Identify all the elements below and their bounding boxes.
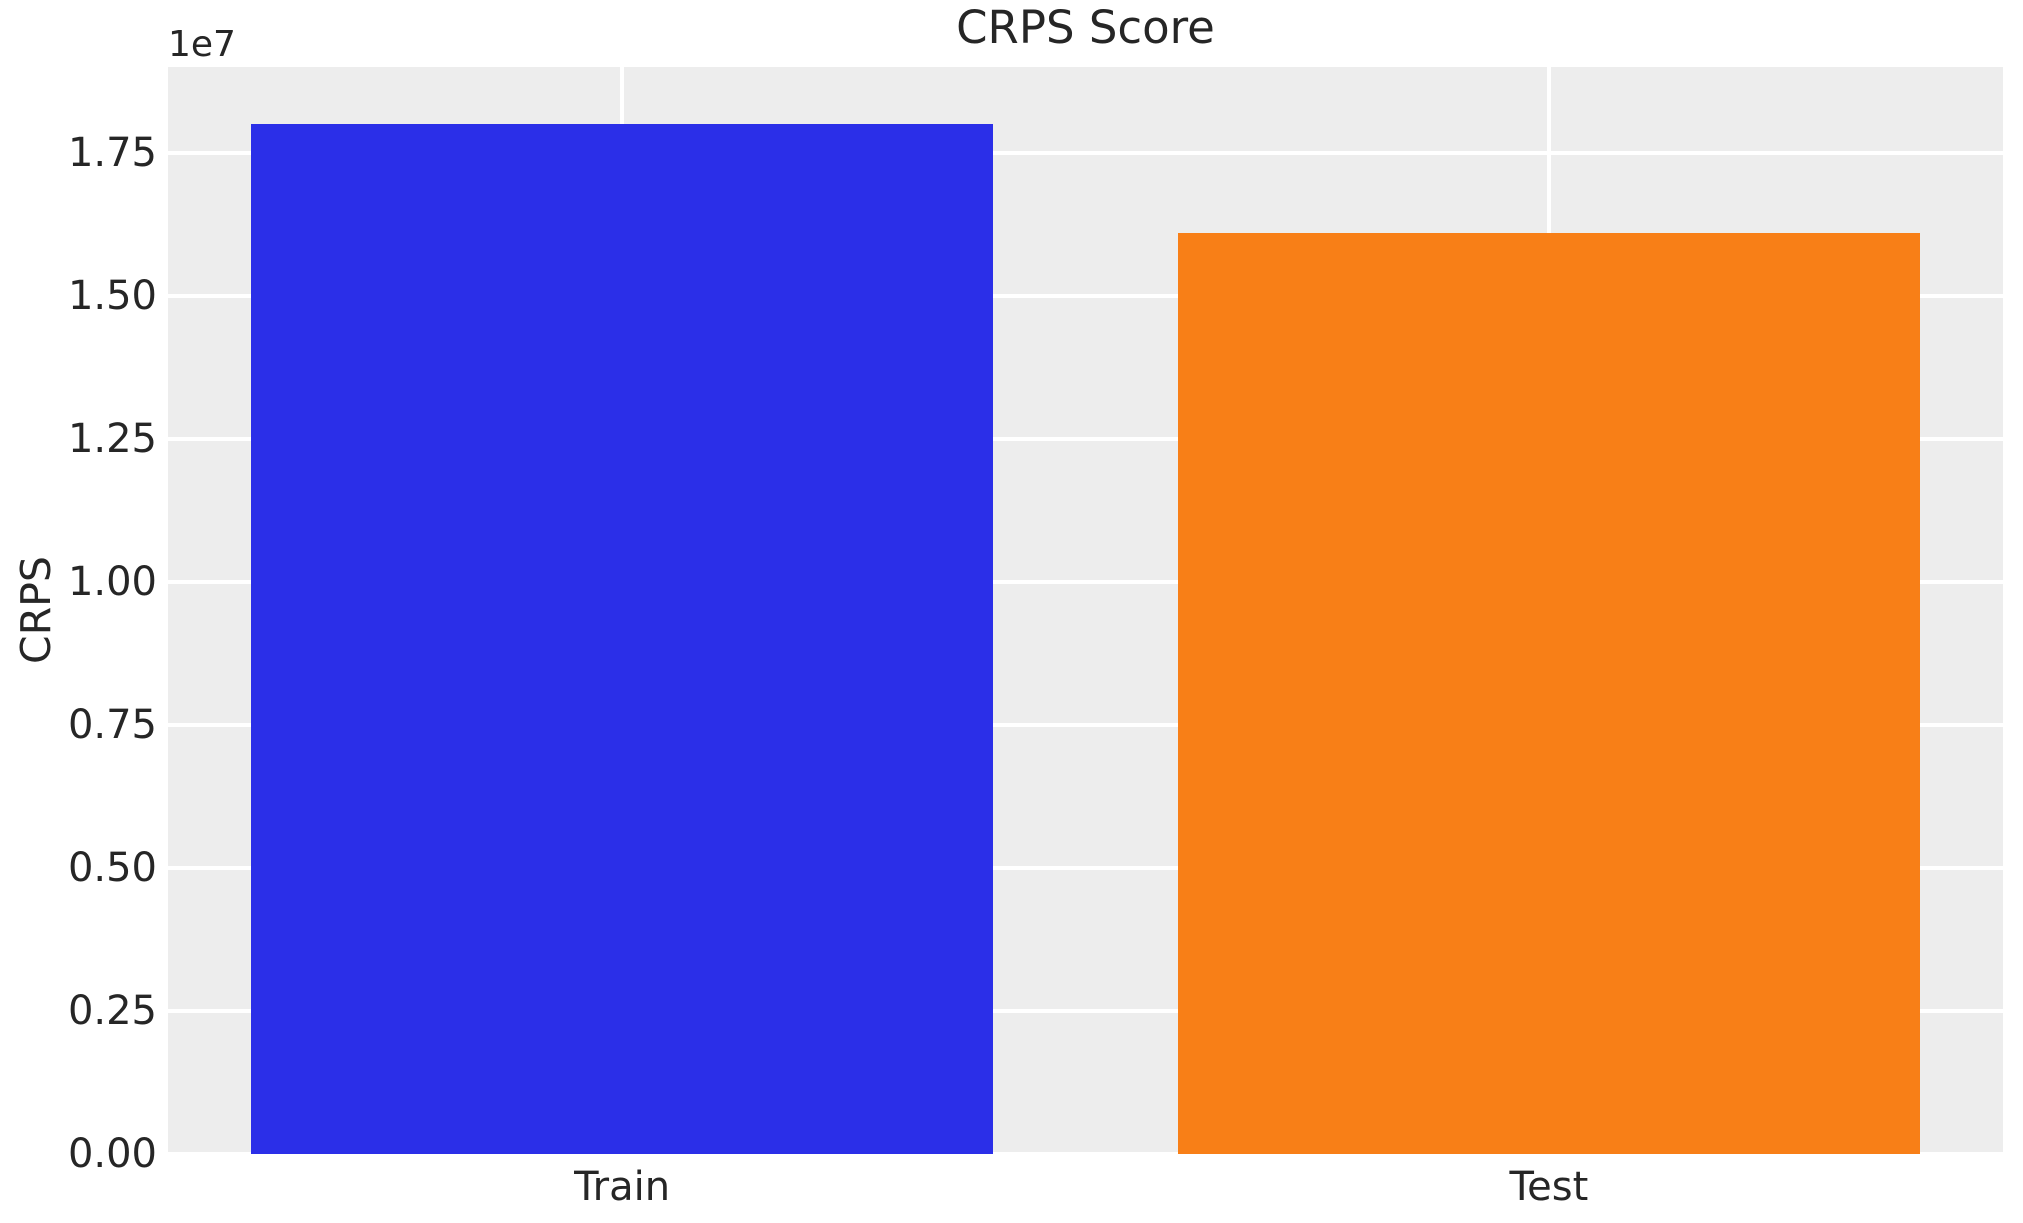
- bar-test: [1178, 232, 1920, 1154]
- y-axis-offset-label: 1e7: [168, 24, 236, 65]
- x-tick-label: Test: [1509, 1164, 1589, 1210]
- chart-title: CRPS Score: [956, 1, 1215, 54]
- gridline-horizontal: [168, 436, 2003, 441]
- y-tick-label: 0.00: [67, 1131, 157, 1177]
- y-tick-label: 0.25: [67, 987, 157, 1034]
- gridline-horizontal: [168, 1008, 2003, 1013]
- y-axis-label: CRPS: [12, 556, 60, 664]
- gridline-horizontal: [168, 722, 2003, 727]
- gridline-horizontal: [168, 293, 2003, 298]
- x-tick-label: Train: [574, 1164, 671, 1210]
- y-tick-label: 1.25: [67, 415, 157, 462]
- gridline-horizontal: [168, 579, 2003, 584]
- y-tick-label: 1.50: [67, 272, 157, 319]
- y-tick-label: 1.75: [67, 129, 157, 176]
- y-tick-label: 1.00: [67, 558, 157, 605]
- y-tick-label: 0.50: [67, 844, 157, 891]
- bar-train: [251, 124, 993, 1154]
- gridline-horizontal: [168, 150, 2003, 155]
- gridline-horizontal: [168, 865, 2003, 870]
- y-tick-label: 0.75: [67, 701, 157, 748]
- plot-area: [168, 67, 2003, 1154]
- gridline-horizontal: [168, 1152, 2003, 1154]
